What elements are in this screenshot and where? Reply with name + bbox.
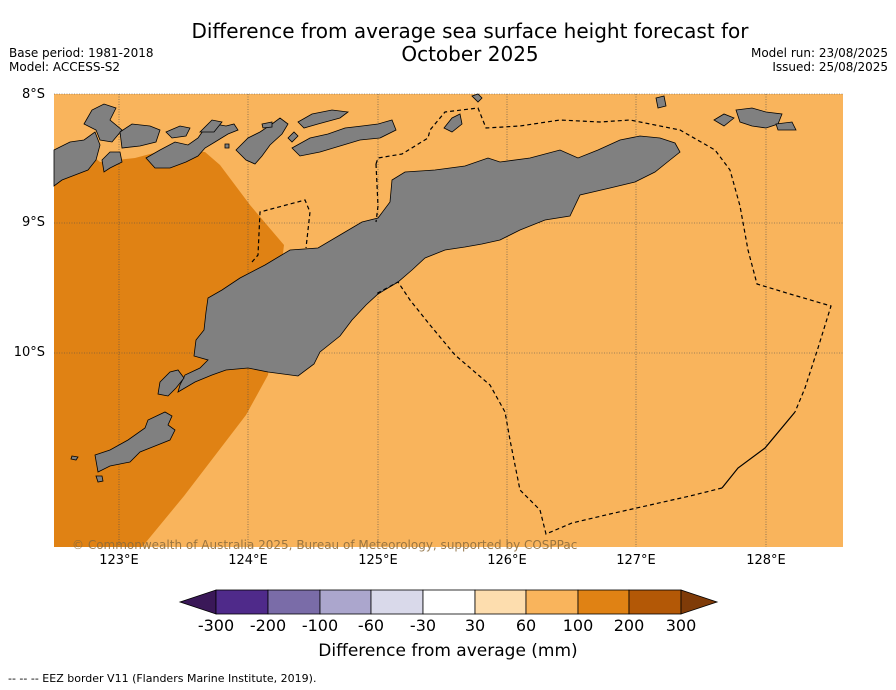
colorbar-tick: 60 bbox=[515, 616, 537, 635]
land-ndao bbox=[95, 475, 104, 483]
colorbar-tick: 200 bbox=[613, 616, 645, 635]
colorbar-tick: -100 bbox=[301, 616, 339, 635]
land-damar bbox=[655, 95, 667, 109]
land-islet-sw bbox=[70, 455, 79, 461]
eez-border bbox=[251, 107, 832, 535]
land-moa bbox=[775, 121, 797, 131]
copyright-notice: © Commonwealth of Australia 2025, Bureau… bbox=[72, 538, 578, 552]
land-wetar-north bbox=[297, 109, 350, 129]
land-flores-east bbox=[53, 131, 101, 187]
colorbar-tick: 100 bbox=[562, 616, 594, 635]
land-pantar bbox=[145, 123, 239, 169]
colorbar-tick: -300 bbox=[197, 616, 235, 635]
lon-label-125e: 125°E bbox=[358, 553, 398, 568]
colorbar-extend-low bbox=[178, 589, 217, 615]
land-babar bbox=[713, 113, 735, 127]
lon-label-123e: 123°E bbox=[99, 553, 139, 568]
colorbar-tick: -30 bbox=[409, 616, 437, 635]
land-romang bbox=[443, 113, 463, 133]
colorbar-bin-2 bbox=[267, 589, 321, 615]
colorbar-bin-4 bbox=[370, 589, 424, 615]
land-lembata bbox=[119, 123, 161, 149]
colorbar-bin-3 bbox=[319, 589, 372, 615]
colorbar-tick: -60 bbox=[357, 616, 385, 635]
colorbar-bin-8 bbox=[577, 589, 630, 615]
colorbar-tick: 300 bbox=[665, 616, 697, 635]
land-semau bbox=[157, 369, 185, 397]
meta-right: Model run: 23/08/2025 Issued: 25/08/2025 bbox=[751, 46, 888, 74]
land-alor bbox=[235, 117, 289, 165]
land-ternate bbox=[199, 119, 223, 133]
model-run: Model run: 23/08/2025 bbox=[750, 46, 888, 60]
lat-label-10s: 10°S bbox=[13, 345, 45, 360]
lon-label-128e: 128°E bbox=[746, 553, 786, 568]
colorbar-bin-9 bbox=[628, 589, 682, 615]
land-pura bbox=[165, 125, 191, 139]
lon-label-124e: 124°E bbox=[228, 553, 268, 568]
land-atauro bbox=[287, 131, 299, 143]
colorbar-bin-6 bbox=[474, 589, 527, 615]
model-name: Model: ACCESS-S2 bbox=[9, 60, 121, 74]
lat-label-9s: 9°S bbox=[21, 215, 45, 230]
land-kisar bbox=[224, 143, 230, 149]
eez-footnote: -- -- -- EEZ border V11 (Flanders Marine… bbox=[8, 672, 317, 685]
land-wetar bbox=[291, 119, 397, 157]
colorbar-tick: 30 bbox=[464, 616, 486, 635]
map-title: Difference from average sea surface heig… bbox=[150, 20, 790, 66]
land-alor-islet bbox=[261, 121, 273, 129]
colorbar bbox=[178, 589, 719, 615]
colorbar-title: Difference from average (mm) bbox=[318, 641, 578, 661]
land-rote bbox=[94, 411, 176, 473]
land bbox=[53, 93, 797, 483]
issued-date: Issued: 25/08/2025 bbox=[772, 60, 888, 74]
land-kisar-n bbox=[471, 93, 483, 103]
lon-label-126e: 126°E bbox=[487, 553, 527, 568]
title-line-2: October 2025 bbox=[401, 42, 539, 66]
colorbar-bin-7 bbox=[525, 589, 579, 615]
sea-anomaly-100-200 bbox=[54, 150, 284, 547]
eez-border-solid bbox=[721, 411, 796, 489]
title-line-1: Difference from average sea surface heig… bbox=[191, 19, 749, 43]
base-period: Base period: 1981-2018 bbox=[9, 46, 154, 60]
meta-left: Base period: 1981-2018 Model: ACCESS-S2 bbox=[9, 46, 154, 74]
land-timor bbox=[177, 135, 681, 393]
colorbar-bin-5 bbox=[422, 589, 476, 615]
land-solor bbox=[83, 103, 123, 143]
land-adonara bbox=[101, 151, 123, 173]
lon-label-127e: 127°E bbox=[616, 553, 656, 568]
colorbar-bin-1 bbox=[215, 589, 269, 615]
colorbar-tick: -200 bbox=[249, 616, 287, 635]
colorbar-extend-high bbox=[680, 589, 719, 615]
lat-label-8s: 8°S bbox=[21, 87, 45, 102]
